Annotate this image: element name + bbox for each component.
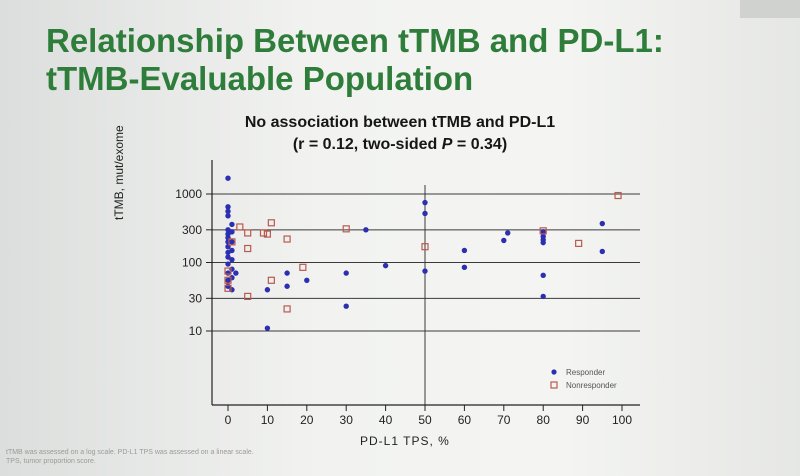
x-tick-label-40: 40 (379, 413, 393, 427)
responder-point-19 (229, 256, 235, 263)
nonresponder-point-4 (236, 223, 244, 231)
responder-point-35 (422, 268, 428, 274)
responder-point-43 (540, 239, 546, 246)
nonresponder-point-5 (244, 229, 252, 237)
responder-point-23 (233, 270, 239, 276)
responder-point-46 (599, 220, 605, 227)
responder-point-3 (225, 213, 231, 219)
x-tick-label-50: 50 (418, 413, 432, 427)
y-axis-label: tTMB, mut/exome (112, 125, 126, 220)
responder-point-25 (264, 325, 271, 331)
x-tick-label-60: 60 (458, 413, 472, 427)
x-tick-label-70: 70 (497, 413, 511, 427)
x-tick-label-20: 20 (300, 413, 314, 427)
y-tick-label-10: 10 (189, 324, 203, 338)
responder-point-29 (343, 270, 349, 276)
responder-point-27 (284, 283, 290, 289)
chart-stat-line: (r = 0.12, two-sided P = 0.34) (130, 134, 670, 156)
y-tick-label-300: 300 (182, 223, 202, 237)
x-tick-label-30: 30 (340, 413, 354, 427)
legend-responder-marker (551, 369, 557, 375)
responder-point-28 (304, 277, 310, 283)
nonresponder-point-19 (614, 191, 622, 200)
y-tick-label-1000: 1000 (175, 187, 202, 201)
responder-point-13 (225, 277, 231, 283)
chart-title: No association between tTMB and PD-L1 (r… (130, 112, 670, 156)
x-tick-label-90: 90 (576, 413, 590, 427)
nonresponder-point-10 (267, 219, 275, 227)
legend-nonresponder-label: Nonresponder (566, 381, 617, 390)
nonresponder-point-6 (244, 244, 252, 253)
responder-point-40 (540, 229, 546, 235)
nonresponder-point-17 (539, 227, 547, 235)
legend: Responder Nonresponder (550, 368, 617, 390)
y-ticks: 10 30 100 300 1000 (175, 187, 212, 338)
responder-point-44 (540, 272, 546, 279)
responder-point-37 (461, 264, 468, 271)
nonresponder-point-14 (299, 263, 307, 271)
chart-title-text: No association between tTMB and PD-L1 (244, 114, 556, 131)
responder-point-39 (505, 230, 511, 236)
footnote: tTMB was assessed on a log scale. PD-L1 … (6, 448, 366, 466)
nonresponder-point-3 (228, 238, 236, 246)
y-tick-label-100: 100 (182, 256, 202, 270)
stat-p-symbol: P (441, 136, 453, 153)
grid-lines (212, 185, 640, 405)
responder-point-18 (229, 247, 235, 254)
x-ticks: 0 10 20 30 40 50 60 70 80 90 100 (225, 405, 632, 427)
responder-point-12 (225, 270, 231, 276)
responder-point-38 (501, 237, 507, 244)
responder-point-20 (229, 266, 235, 272)
slide-title: Relationship Between tTMB and PD-L1: tTM… (46, 22, 664, 98)
data-points (224, 175, 622, 331)
responder-point-32 (382, 262, 389, 269)
x-tick-label-10: 10 (261, 413, 275, 427)
responder-point-1 (225, 204, 231, 210)
responder-point-11 (225, 261, 231, 267)
responder-point-45 (540, 293, 546, 300)
top-edge-band (740, 0, 800, 18)
nonresponder-point-0 (224, 267, 232, 275)
y-tick-label-30: 30 (189, 291, 203, 305)
nonresponder-point-1 (224, 276, 232, 284)
responder-point-34 (422, 210, 428, 217)
x-axis-label: PD-L1 TPS, % (360, 434, 450, 448)
x-tick-label-0: 0 (225, 413, 232, 427)
responder-point-26 (284, 270, 290, 276)
nonresponder-point-12 (283, 235, 291, 243)
responder-point-16 (229, 229, 235, 235)
responder-point-36 (461, 247, 468, 254)
stat-prefix: (r = 0.12, two-sided (292, 136, 442, 153)
x-tick-label-100: 100 (612, 413, 632, 427)
responder-point-0 (225, 175, 231, 181)
responder-point-17 (229, 239, 235, 245)
responder-point-2 (225, 208, 231, 214)
x-tick-label-80: 80 (537, 413, 551, 427)
nonresponder-point-8 (259, 229, 268, 237)
responder-point-10 (225, 254, 231, 260)
footnote-line-2: TPS, tumor proportion score. (6, 458, 96, 465)
nonresponder-point-15 (342, 225, 350, 233)
legend-responder-label: Responder (566, 368, 605, 377)
responder-point-15 (229, 221, 235, 228)
title-line-2: tTMB-Evaluable Population (46, 60, 474, 97)
nonresponder-point-2 (224, 284, 232, 292)
nonresponder-point-9 (263, 230, 271, 238)
responder-point-31 (363, 227, 369, 233)
nonresponder-point-16 (421, 243, 429, 251)
nonresponder-point-18 (575, 239, 583, 248)
footnote-line-1: tTMB was assessed on a log scale. PD-L1 … (6, 449, 254, 456)
nonresponder-point-13 (283, 305, 291, 313)
title-line-1: Relationship Between tTMB and PD-L1: (46, 22, 664, 59)
nonresponder-point-11 (267, 276, 275, 284)
nonresponder-point-7 (244, 292, 252, 300)
responder-point-30 (343, 303, 349, 309)
responder-point-47 (599, 248, 605, 255)
responder-point-33 (422, 199, 428, 206)
legend-nonresponder-marker (550, 381, 558, 389)
responder-point-24 (264, 287, 271, 293)
stat-suffix: = 0.34) (452, 136, 508, 153)
